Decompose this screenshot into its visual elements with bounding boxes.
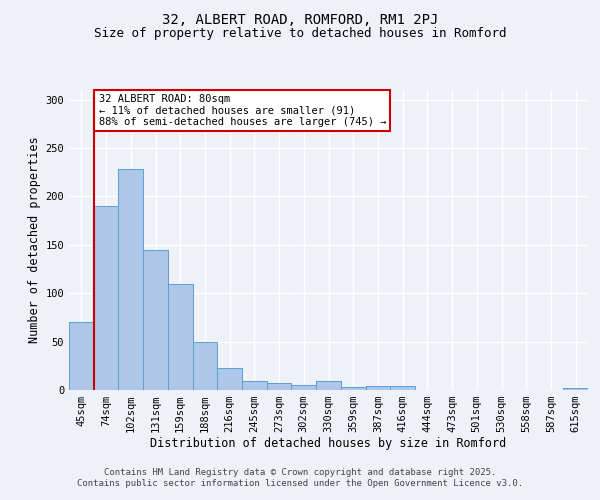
Bar [267,383,292,390]
Bar [365,386,390,390]
Bar [217,368,242,390]
X-axis label: Distribution of detached houses by size in Romford: Distribution of detached houses by size … [151,436,506,450]
Bar [94,206,118,390]
Text: 32 ALBERT ROAD: 80sqm
← 11% of detached houses are smaller (91)
88% of semi-deta: 32 ALBERT ROAD: 80sqm ← 11% of detached … [98,94,386,127]
Bar [316,382,341,390]
Bar [118,170,143,390]
Bar [193,342,217,390]
Bar [69,322,94,390]
Text: Size of property relative to detached houses in Romford: Size of property relative to detached ho… [94,28,506,40]
Bar [168,284,193,390]
Text: 32, ALBERT ROAD, ROMFORD, RM1 2PJ: 32, ALBERT ROAD, ROMFORD, RM1 2PJ [162,12,438,26]
Bar [341,387,365,390]
Bar [390,386,415,390]
Bar [242,382,267,390]
Bar [292,385,316,390]
Y-axis label: Number of detached properties: Number of detached properties [28,136,41,344]
Bar [563,388,588,390]
Text: Contains HM Land Registry data © Crown copyright and database right 2025.
Contai: Contains HM Land Registry data © Crown c… [77,468,523,487]
Bar [143,250,168,390]
